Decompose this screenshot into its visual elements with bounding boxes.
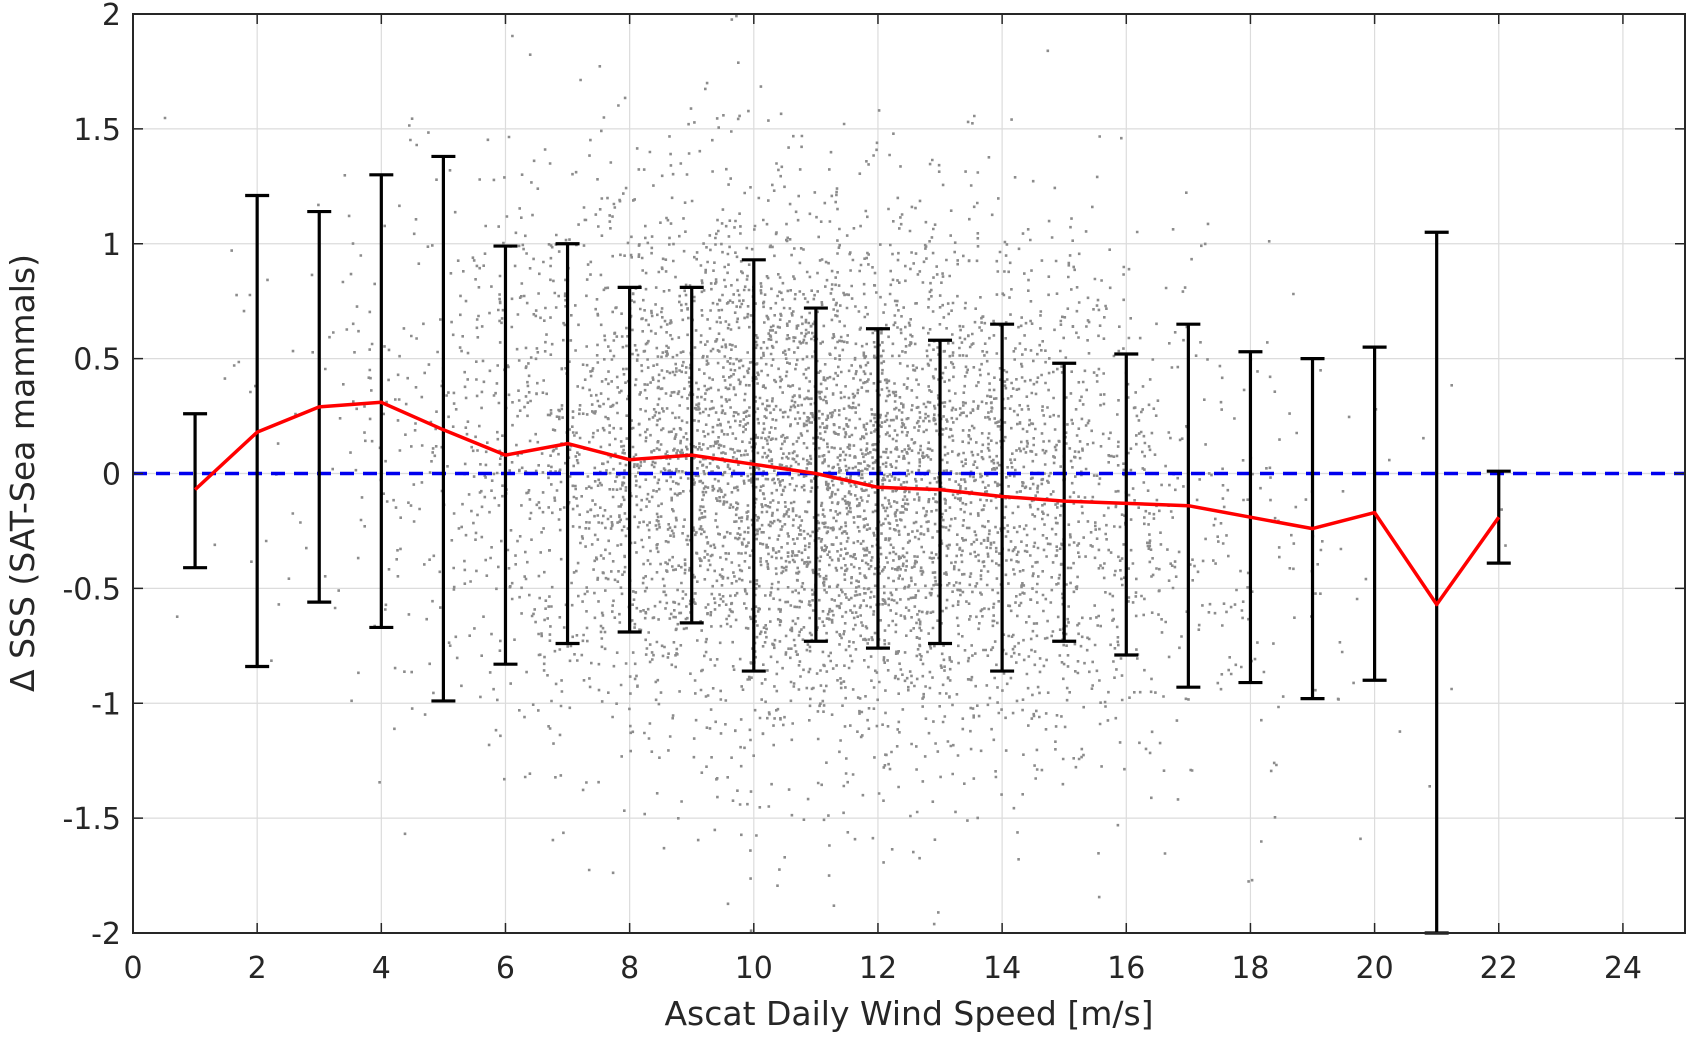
x-tick-label: 8 [620,951,639,986]
y-tick-label: -1 [91,687,121,722]
y-tick-label: -2 [91,917,121,952]
x-axis-label: Ascat Daily Wind Speed [m/s] [664,994,1153,1033]
mean-line [193,400,1501,607]
x-tick-label: 6 [496,951,515,986]
x-tick-label: 14 [983,951,1021,986]
y-axis-ticks: -2 -1.5 -1 -0.5 0 0.5 1 1.5 2 [62,0,1685,952]
y-axis-label: Δ SSS (SAT-Sea mammals) [3,254,42,692]
y-tick-label: 2 [102,0,121,33]
y-tick-label: 1.5 [73,113,121,148]
y-tick-label: 1 [102,228,121,263]
y-tick-label: 0 [102,458,121,493]
y-tick-label: -1.5 [62,802,121,837]
x-tick-label: 12 [859,951,897,986]
x-tick-label: 0 [123,951,142,986]
x-tick-label: 22 [1480,951,1518,986]
x-tick-label: 4 [372,951,391,986]
x-tick-label: 18 [1231,951,1269,986]
x-tick-label: 16 [1107,951,1145,986]
errorbar [1486,469,1511,565]
x-tick-label: 2 [248,951,267,986]
mean-polyline [193,400,1501,607]
y-tick-label: 0.5 [73,343,121,378]
x-tick-label: 24 [1604,951,1642,986]
x-axis-ticks: 0 2 4 6 8 10 12 14 16 18 20 22 24 [123,14,1642,986]
errorbar [183,412,208,570]
x-tick-label: 10 [735,951,773,986]
x-tick-label: 20 [1356,951,1394,986]
y-tick-label: -0.5 [62,572,121,607]
errorbar [928,338,953,646]
